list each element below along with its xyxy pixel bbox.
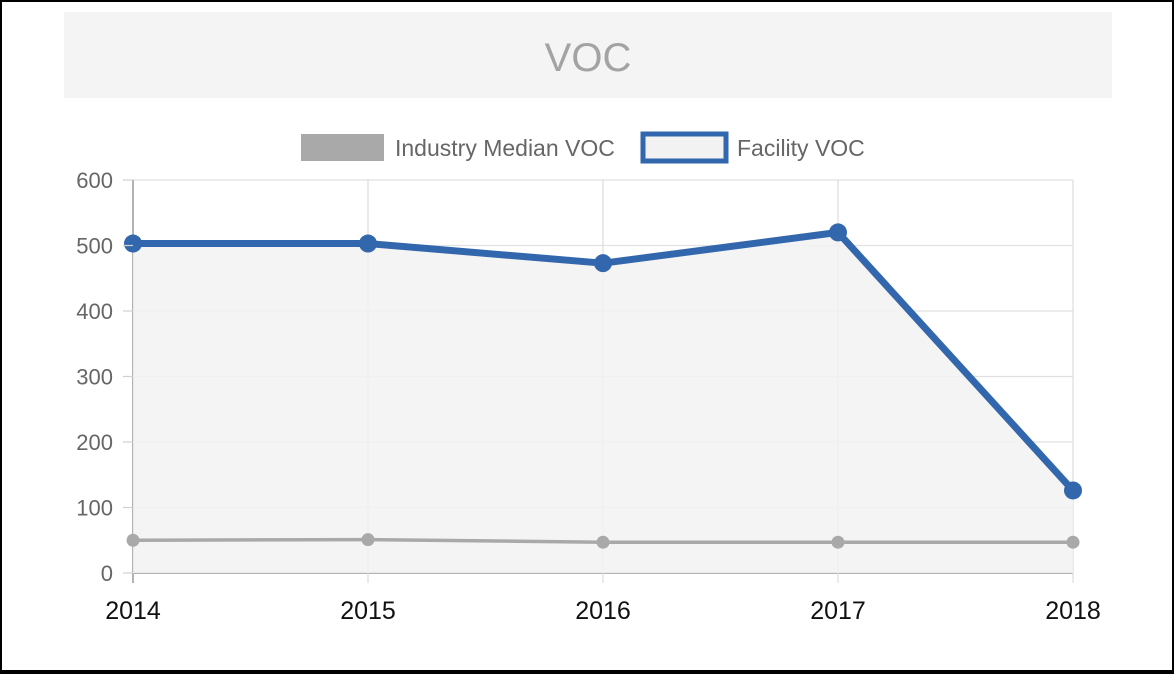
facility-point[interactable] (359, 234, 377, 253)
y-tick-label: 100 (76, 496, 113, 521)
facility-point[interactable] (124, 234, 142, 253)
title-bar: VOC (64, 12, 1112, 98)
y-axis: 0 100 200 300 400 500 600 (76, 168, 133, 586)
facility-point[interactable] (594, 254, 612, 273)
chart-title: VOC (544, 36, 632, 80)
industry-median-point[interactable] (1066, 535, 1080, 549)
points-layer (124, 223, 1082, 549)
x-tick-label: 2018 (1045, 597, 1101, 625)
legend[interactable]: Industry Median VOC Facility VOC (301, 131, 865, 164)
x-tick-label: 2016 (575, 597, 631, 625)
legend-swatch-facility (640, 131, 729, 164)
y-tick-label: 200 (76, 430, 113, 455)
y-tick-label: 300 (76, 365, 113, 390)
legend-swatch-industry-median (301, 134, 384, 161)
facility-point[interactable] (829, 223, 847, 242)
y-tick-label: 500 (76, 234, 113, 259)
x-tick-label: 2014 (105, 597, 161, 625)
legend-label-industry-median: Industry Median VOC (395, 135, 615, 161)
x-tick-label: 2015 (340, 597, 396, 625)
y-tick-label: 0 (101, 561, 113, 586)
industry-median-point[interactable] (831, 535, 845, 549)
x-tick-label: 2017 (810, 597, 866, 625)
y-tick-label: 600 (76, 168, 113, 193)
facility-point[interactable] (1064, 481, 1082, 500)
facility-area-fill (133, 232, 1073, 573)
industry-median-point[interactable] (596, 535, 610, 549)
y-tick-label: 400 (76, 299, 113, 324)
industry-median-point[interactable] (126, 533, 140, 547)
legend-label-facility: Facility VOC (737, 135, 865, 161)
x-axis: 2014 2015 2016 2017 2018 (105, 597, 1101, 625)
industry-median-point[interactable] (361, 533, 375, 547)
area-layer (133, 232, 1073, 573)
